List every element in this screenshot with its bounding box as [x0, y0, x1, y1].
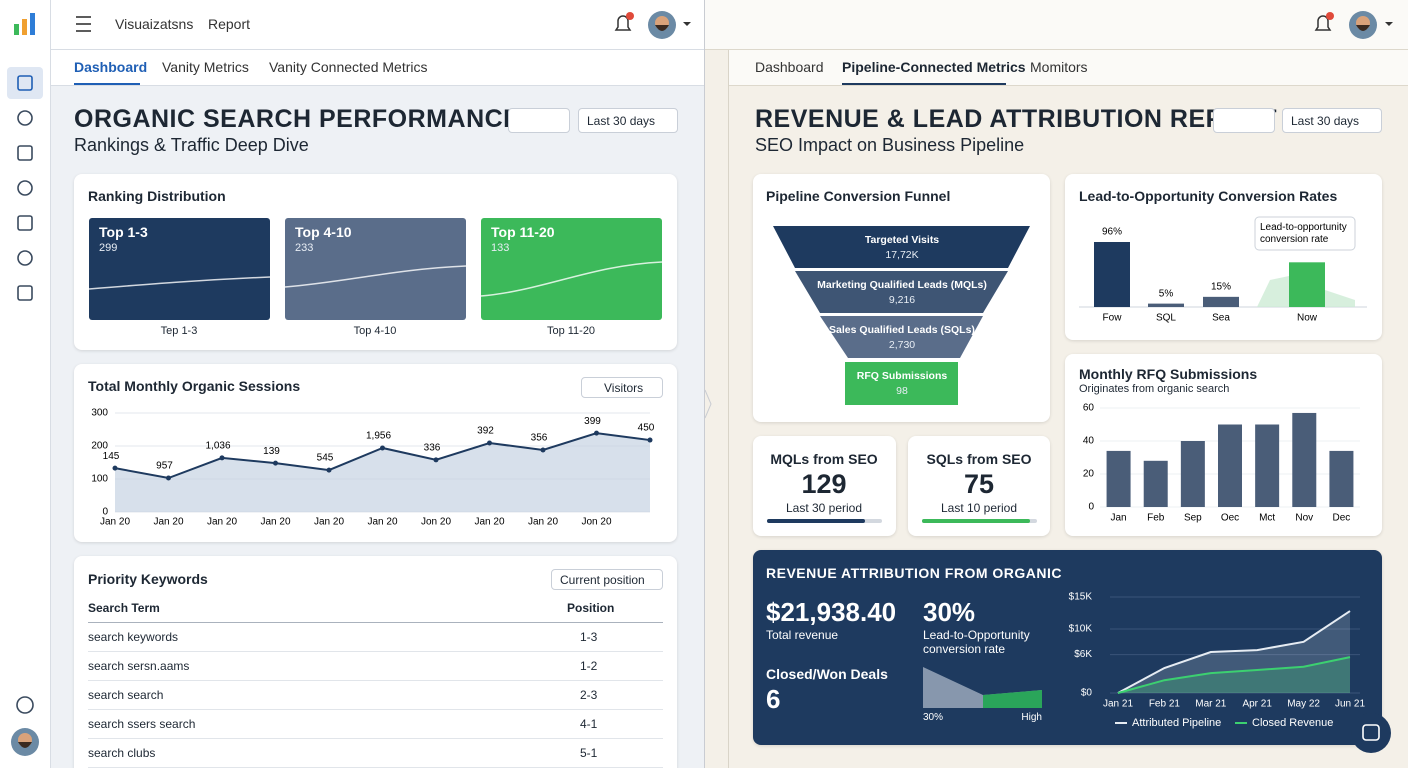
kpi-caption: Last 30 period	[785, 501, 863, 515]
table-cell: search keywords	[88, 630, 179, 644]
rank-tile-caption: Tep 1-3	[160, 325, 198, 337]
kpi-title: SQLs from SEO	[926, 451, 1032, 467]
table-header: Search Term	[88, 601, 160, 615]
tab[interactable]: Momitors	[1030, 59, 1088, 75]
row-rule	[88, 738, 663, 739]
table-cell: search clubs	[88, 746, 156, 760]
tab-bar-right	[729, 50, 1408, 86]
kpi-caption: Last 10 period	[940, 501, 1018, 515]
nav-link[interactable]: Visuaizatsns	[115, 16, 194, 32]
card-title: Lead-to-Opportunity Conversion Rates	[1079, 188, 1338, 204]
table-header: Position	[567, 601, 615, 615]
rank-tile	[89, 218, 270, 320]
keywords-card	[74, 556, 677, 768]
page-title: REVENUE & LEAD ATTRIBUTION REPORT	[755, 105, 1278, 133]
card-title: Priority Keywords	[88, 571, 208, 587]
page-title: ORGANIC SEARCH PERFORMANCE	[74, 105, 521, 133]
nav-link[interactable]: Report	[208, 16, 251, 32]
row-rule	[88, 680, 663, 681]
top-bar-right	[705, 0, 1408, 50]
rank-tile-caption: Top 4-10	[353, 325, 397, 337]
revenue-rate: 30%	[923, 597, 976, 627]
table-cell: search search	[88, 688, 164, 702]
card-title: Ranking Distribution	[88, 188, 226, 204]
card-title: Total Monthly Organic Sessions	[88, 378, 301, 394]
tab[interactable]: Vanity Metrics	[162, 59, 249, 75]
position-select[interactable]: Current position	[551, 569, 663, 590]
rank-tile-name: Top 1-3	[99, 224, 148, 240]
active-tab-underline	[842, 83, 1006, 85]
page-subtitle: SEO Impact on Business Pipeline	[755, 135, 1025, 155]
mini-label: 30%	[923, 712, 944, 723]
tab[interactable]: Dashboard	[755, 59, 824, 75]
tab-bar	[51, 50, 704, 86]
table-cell: 2-3	[580, 688, 598, 702]
active-tab-underline	[74, 83, 140, 85]
rank-tile-value: 133	[491, 242, 510, 254]
right-divider	[728, 50, 729, 768]
top-bar	[51, 0, 704, 50]
date-range-select[interactable]: Last 30 days	[578, 108, 678, 133]
revenue-rate-caption: Lead-to-Opportunity conversion rate	[923, 628, 1030, 656]
revenue-total: $21,938.40	[766, 597, 897, 627]
tab[interactable]: Dashboard	[74, 59, 148, 75]
kpi-progress	[922, 519, 1030, 523]
date-range-select[interactable]: Last 30 days	[1282, 108, 1382, 133]
calendar-button[interactable]	[508, 108, 570, 133]
deals-value: 6	[766, 684, 781, 714]
table-cell: 4-1	[580, 717, 598, 731]
kpi-progress	[767, 519, 865, 523]
card-subtitle: Originates from organic search	[1079, 383, 1230, 395]
calendar-button[interactable]	[1213, 108, 1275, 133]
deals-title: Closed/Won Deals	[766, 666, 888, 682]
revenue-total-caption: Total revenue	[766, 628, 839, 642]
revenue-title: REVENUE ATTRIBUTION FROM ORGANIC	[766, 565, 1062, 581]
funnel-card	[753, 174, 1050, 422]
row-rule	[88, 651, 663, 652]
kpi-value: 75	[963, 469, 995, 499]
sidebar	[0, 0, 51, 768]
mini-label: High	[1021, 712, 1042, 723]
rank-tile-name: Top 11-20	[491, 224, 555, 240]
visitors-select[interactable]: Visitors	[581, 377, 663, 398]
table-rule	[88, 622, 663, 623]
tab[interactable]: Pipeline-Connected Metrics	[842, 59, 1026, 75]
table-cell: 1-3	[580, 630, 598, 644]
table-cell: search ssers search	[88, 717, 196, 731]
kpi-value: 129	[801, 469, 847, 499]
card-title: Pipeline Conversion Funnel	[766, 188, 951, 204]
rank-tile-value: 299	[99, 242, 118, 254]
kpi-title: MQLs from SEO	[770, 451, 878, 467]
rank-tile-name: Top 4-10	[295, 224, 352, 240]
row-rule	[88, 709, 663, 710]
card-title: Monthly RFQ Submissions	[1079, 366, 1258, 382]
page-subtitle: Rankings & Traffic Deep Dive	[74, 135, 309, 155]
rank-tile-caption: Top 11-20	[546, 325, 596, 337]
table-cell: 1-2	[580, 659, 598, 673]
rank-tile-value: 233	[295, 242, 314, 254]
table-cell: search sersn.aams	[88, 659, 190, 673]
tab[interactable]: Vanity Connected Metrics	[269, 59, 428, 75]
table-cell: 5-1	[580, 746, 598, 760]
panel-divider	[704, 0, 705, 768]
